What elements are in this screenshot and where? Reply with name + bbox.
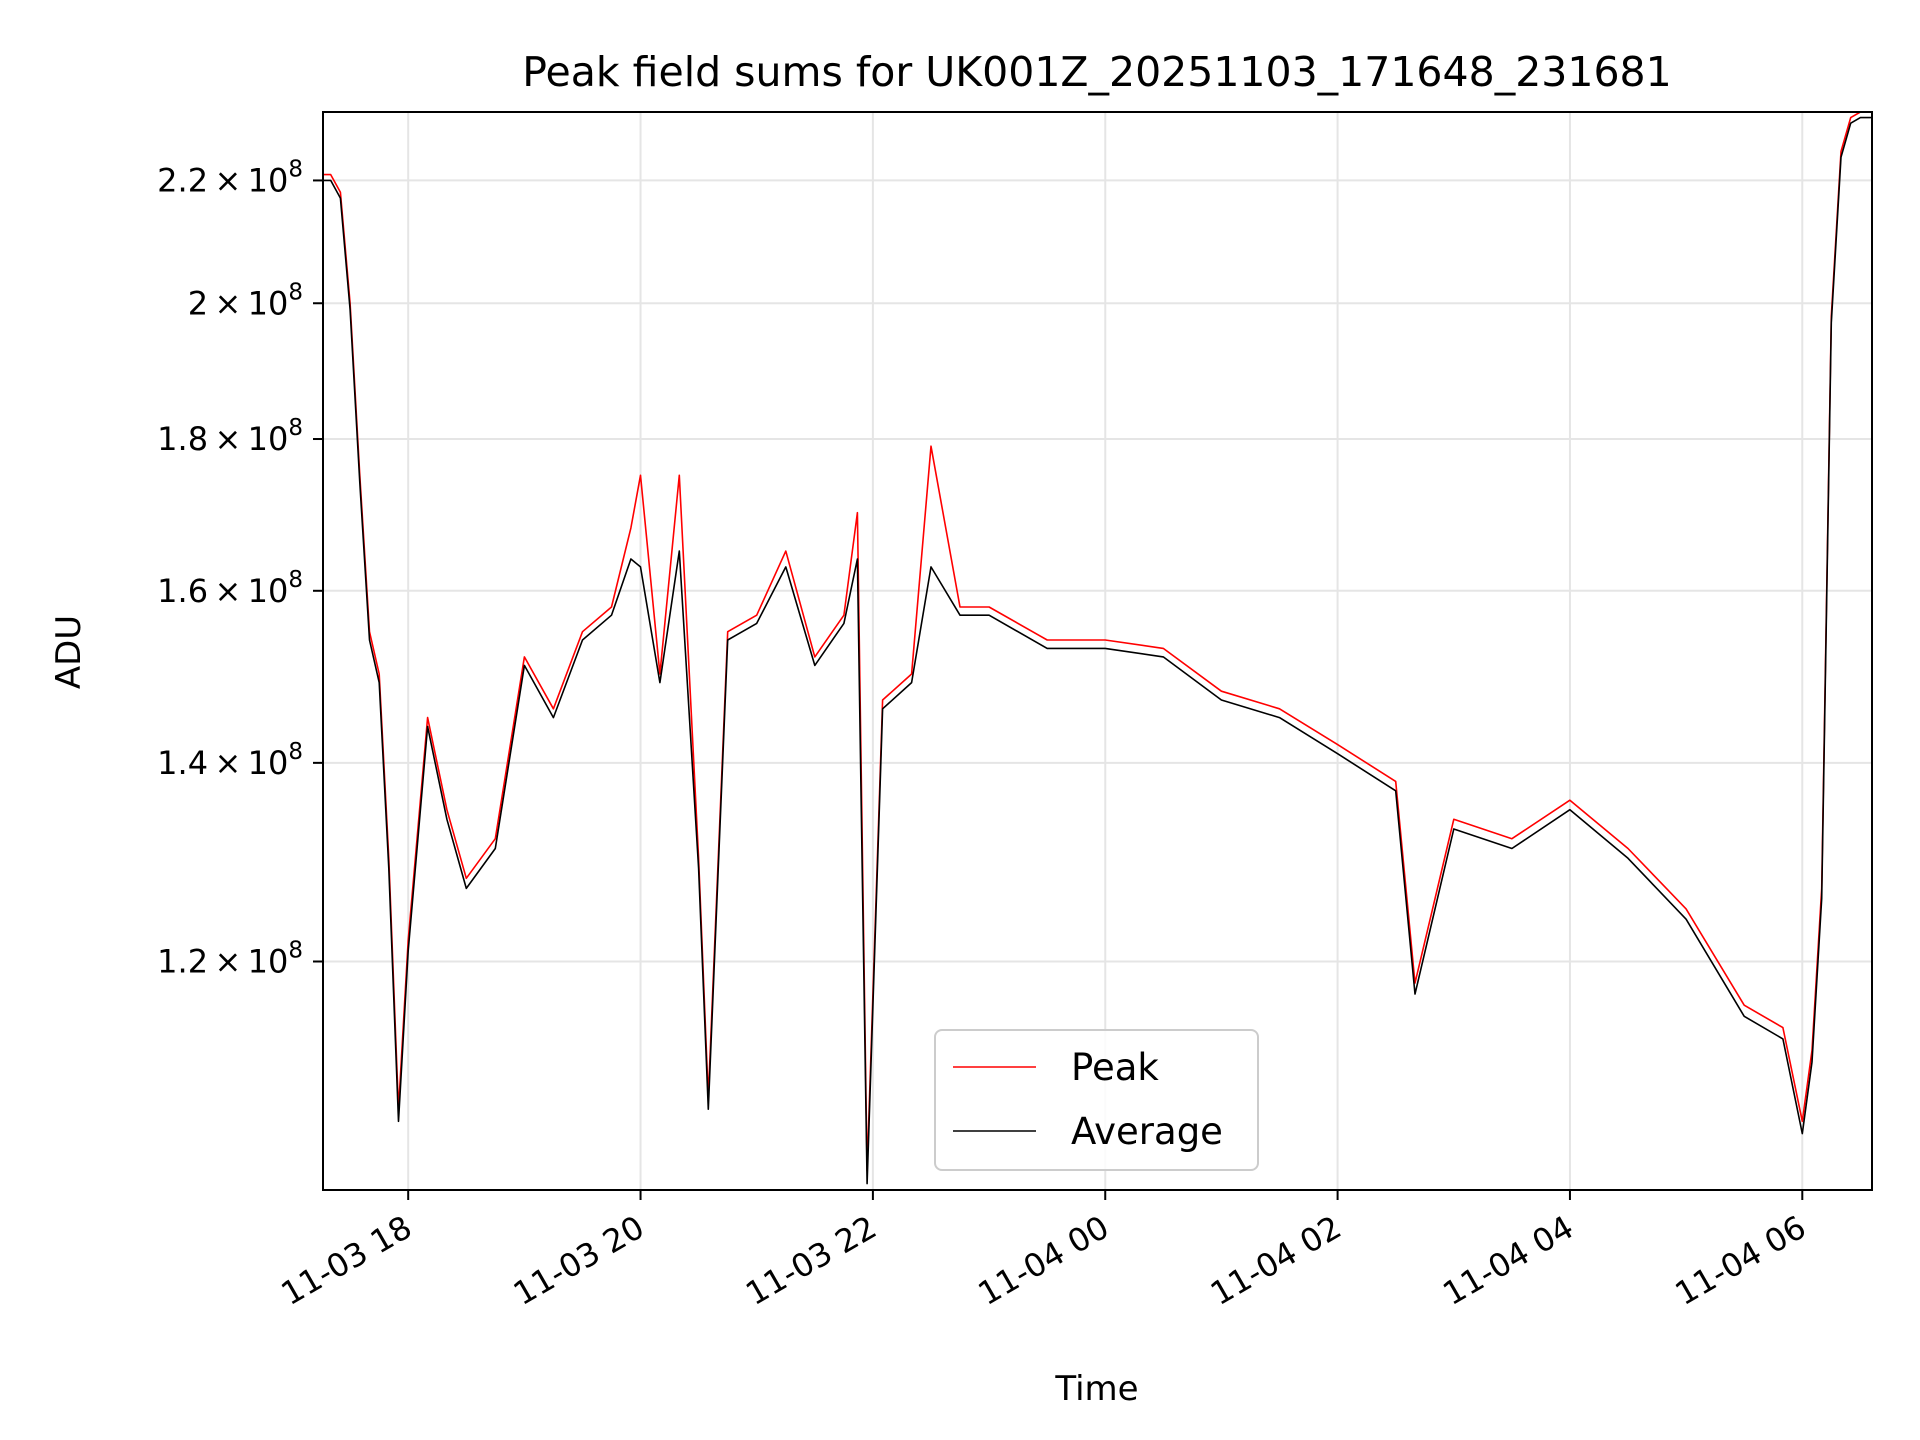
series-line-average (323, 116, 1872, 1185)
legend: Peak Average (934, 1029, 1259, 1171)
x-tick-label: 11-04 02 (1204, 1208, 1348, 1313)
y-tick-label: 1.8 × 108 (157, 415, 303, 458)
x-tick-label: 11-03 22 (739, 1208, 883, 1313)
grid (323, 112, 1872, 1190)
plot-frame (322, 111, 1873, 1191)
series-layer (323, 112, 1872, 1185)
y-tick-label: 2.2 × 108 (157, 156, 303, 199)
x-axis-title: Time (1054, 1369, 1138, 1409)
y-axis-title: ADU (49, 615, 89, 689)
y-tick-label: 1.6 × 108 (157, 567, 303, 610)
legend-label-average: Average (1071, 1110, 1223, 1153)
y-tick-label: 1.2 × 108 (157, 937, 303, 980)
y-tick-label: 1.4 × 108 (157, 739, 303, 782)
y-tick-label: 2 × 108 (188, 279, 303, 322)
series-line-peak (323, 112, 1872, 1172)
y-axis: 1.2 × 108 1.4 × 108 1.6 × 108 1.8 × 108 2 × … (157, 156, 323, 980)
x-tick-label: 11-03 18 (275, 1208, 419, 1313)
legend-label-peak: Peak (1071, 1046, 1159, 1089)
x-tick-label: 11-04 04 (1436, 1208, 1580, 1313)
x-tick-label: 11-04 00 (972, 1208, 1116, 1313)
x-axis: 11-03 18 11-03 20 11-03 22 11-04 00 11-04 02… (275, 1190, 1813, 1313)
x-tick-label: 11-04 06 (1669, 1208, 1813, 1313)
x-tick-label: 11-03 20 (507, 1208, 651, 1313)
chart-title: Peak field sums for UK001Z_20251103_1716… (522, 48, 1671, 96)
legend-box (934, 1029, 1259, 1171)
